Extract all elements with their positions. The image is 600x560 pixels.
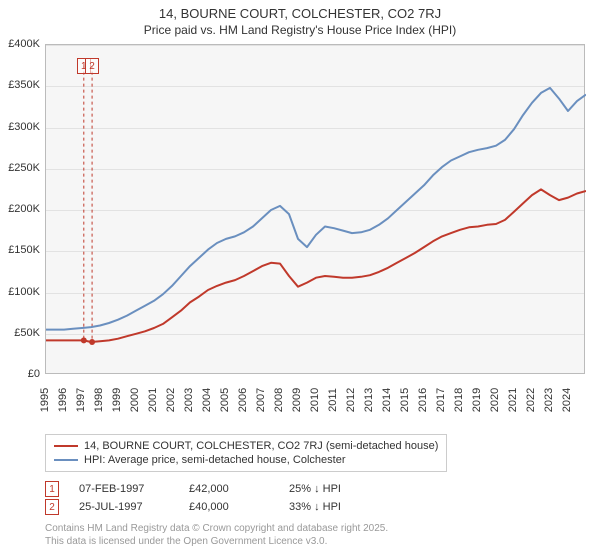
sale-date: 07-FEB-1997 [79, 483, 169, 495]
sales-table: 1 07-FEB-1997 £42,000 25% ↓ HPI 2 25-JUL-1997… [45, 480, 379, 516]
x-axis-label: 2010 [309, 388, 321, 412]
legend: 14, BOURNE COURT, COLCHESTER, CO2 7RJ (s… [45, 434, 447, 472]
chart-title: 14, BOURNE COURT, COLCHESTER, CO2 7RJ [0, 6, 600, 21]
credit-line-2: This data is licensed under the Open Gov… [45, 535, 388, 548]
x-axis-label: 2012 [345, 388, 357, 412]
y-axis-label: £200K [8, 203, 40, 215]
sale-price: £40,000 [189, 501, 269, 513]
x-axis-label: 2011 [327, 388, 339, 412]
x-axis-label: 1998 [93, 388, 105, 412]
legend-swatch [54, 459, 78, 461]
x-axis-label: 2004 [201, 388, 213, 412]
x-axis-label: 2020 [489, 388, 501, 412]
credit-line-1: Contains HM Land Registry data © Crown c… [45, 522, 388, 535]
x-axis-label: 2014 [381, 388, 393, 412]
plot-region: 12 [45, 44, 585, 374]
y-axis-label: £250K [8, 162, 40, 174]
x-axis-label: 2017 [435, 388, 447, 412]
sale-row: 1 07-FEB-1997 £42,000 25% ↓ HPI [45, 480, 379, 498]
sale-delta: 25% ↓ HPI [289, 483, 379, 495]
x-axis-label: 2000 [129, 388, 141, 412]
legend-label: 14, BOURNE COURT, COLCHESTER, CO2 7RJ (s… [84, 440, 438, 452]
sale-row-marker: 1 [45, 481, 59, 497]
legend-item: HPI: Average price, semi-detached house,… [54, 453, 438, 467]
x-axis-label: 1997 [75, 388, 87, 412]
legend-label: HPI: Average price, semi-detached house,… [84, 454, 346, 466]
x-axis-label: 2005 [219, 388, 231, 412]
y-axis-label: £100K [8, 286, 40, 298]
x-axis-label: 2006 [237, 388, 249, 412]
x-axis-label: 2016 [417, 388, 429, 412]
x-axis-label: 2015 [399, 388, 411, 412]
x-axis-label: 2023 [543, 388, 555, 412]
x-axis-label: 2019 [471, 388, 483, 412]
x-axis-label: 2021 [507, 388, 519, 412]
chart-container: 14, BOURNE COURT, COLCHESTER, CO2 7RJ Pr… [0, 0, 600, 560]
x-axis-label: 2009 [291, 388, 303, 412]
series-line [46, 45, 586, 375]
sale-row-marker: 2 [45, 499, 59, 515]
chart-subtitle: Price paid vs. HM Land Registry's House … [0, 23, 600, 37]
chart-area: 12 £0£50K£100K£150K£200K£250K£300K£350K£… [45, 44, 585, 424]
credit-text: Contains HM Land Registry data © Crown c… [45, 522, 388, 548]
x-axis-label: 2013 [363, 388, 375, 412]
x-axis-label: 1999 [111, 388, 123, 412]
y-axis-label: £0 [28, 368, 40, 380]
x-axis-label: 2002 [165, 388, 177, 412]
y-axis-label: £350K [8, 79, 40, 91]
x-axis-label: 2003 [183, 388, 195, 412]
y-axis-label: £150K [8, 244, 40, 256]
x-axis-label: 2008 [273, 388, 285, 412]
sale-delta: 33% ↓ HPI [289, 501, 379, 513]
x-axis-label: 1995 [39, 388, 51, 412]
sale-row: 2 25-JUL-1997 £40,000 33% ↓ HPI [45, 498, 379, 516]
sale-price: £42,000 [189, 483, 269, 495]
sale-date: 25-JUL-1997 [79, 501, 169, 513]
x-axis-label: 2018 [453, 388, 465, 412]
x-axis-label: 2024 [561, 388, 573, 412]
x-axis-label: 2022 [525, 388, 537, 412]
y-axis-label: £50K [14, 327, 40, 339]
x-axis-label: 2007 [255, 388, 267, 412]
legend-item: 14, BOURNE COURT, COLCHESTER, CO2 7RJ (s… [54, 439, 438, 453]
legend-swatch [54, 445, 78, 447]
x-axis-label: 2001 [147, 388, 159, 412]
y-axis-label: £300K [8, 121, 40, 133]
y-axis-label: £400K [8, 38, 40, 50]
x-axis-label: 1996 [57, 388, 69, 412]
